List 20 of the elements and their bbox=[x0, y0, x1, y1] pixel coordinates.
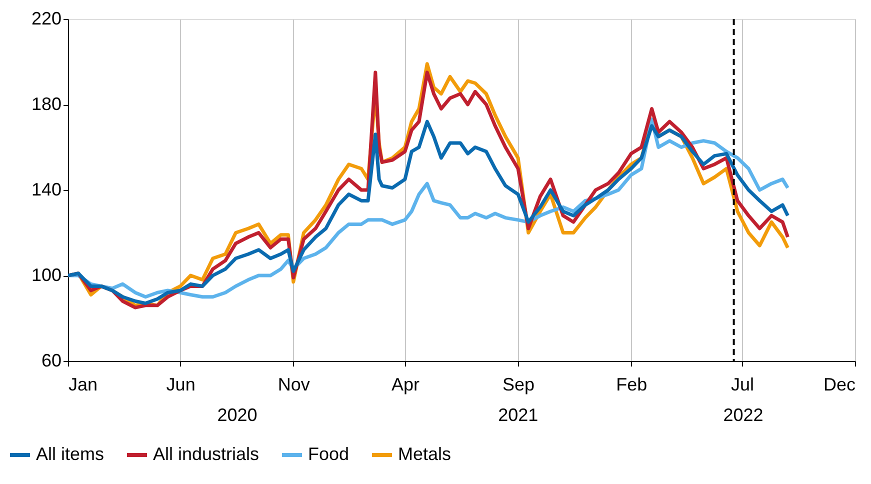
text: 2022 bbox=[723, 405, 764, 425]
x-tick-label: Nov bbox=[278, 374, 310, 394]
text: 2021 bbox=[498, 405, 538, 425]
legend-label: All industrials bbox=[153, 444, 260, 464]
x-tick-label: Jul bbox=[730, 374, 754, 394]
y-tick-label: 220 bbox=[31, 8, 62, 28]
y-tick-label: 180 bbox=[31, 94, 62, 114]
y-tick-label: 140 bbox=[31, 180, 62, 200]
x-tick-label: Jan bbox=[68, 374, 98, 394]
text: 2020 bbox=[217, 405, 258, 425]
legend-label: All items bbox=[36, 444, 104, 464]
x-tick-label: Jun bbox=[166, 374, 196, 394]
x-tick-label: Apr bbox=[391, 374, 420, 394]
legend-label: Food bbox=[308, 444, 350, 464]
x-tick-label: Feb bbox=[616, 374, 648, 394]
y-tick-label: 100 bbox=[31, 265, 62, 285]
y-tick-label: 60 bbox=[41, 350, 62, 370]
legend-label: Metals bbox=[398, 444, 452, 464]
x-tick-label: Sep bbox=[502, 374, 535, 394]
x-tick-label: Dec bbox=[823, 374, 856, 394]
